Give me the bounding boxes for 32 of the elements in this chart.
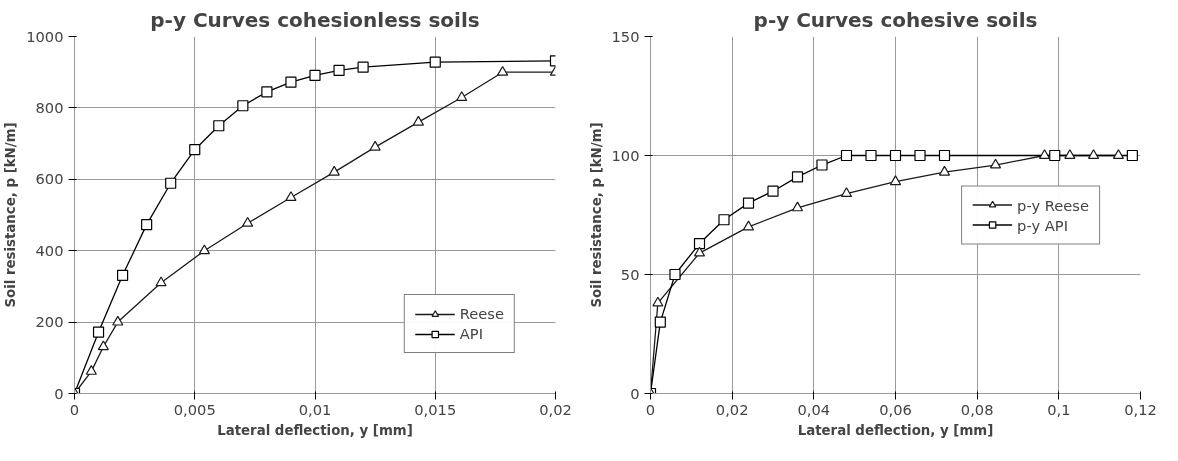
x-tick-label: 0 (645, 400, 656, 418)
y-tick-label: 50 (620, 265, 640, 283)
y-tick-label: 200 (35, 313, 64, 331)
y-tick-label: 800 (35, 98, 64, 116)
x-tick-label: 0,08 (960, 400, 994, 418)
y-tick-label: 600 (35, 170, 64, 188)
y-tick-label: 400 (35, 241, 64, 259)
legend-label: p-y Reese (1017, 196, 1089, 213)
y-axis-title: Soil resistance, p [kN/m] (588, 122, 604, 308)
y-tick-label: 0 (630, 384, 640, 402)
x-tick-label: 0,06 (879, 400, 912, 418)
x-tick-label: 0 (69, 400, 80, 418)
y-axis-title: Soil resistance, p [kN/m] (3, 122, 19, 308)
chart-title: p-y Curves cohesive soils (753, 7, 1038, 32)
y-tick-label: 1000 (26, 27, 64, 45)
x-axis-title: Lateral deflection, y [mm] (217, 422, 413, 438)
y-tick-label: 0 (54, 384, 64, 402)
x-tick-label: 0,12 (1124, 400, 1157, 418)
x-tick-label: 0,02 (539, 400, 572, 418)
x-tick-label: 0,1 (1047, 400, 1071, 418)
legend-label: API (459, 325, 483, 342)
x-tick-label: 0,04 (797, 400, 831, 418)
x-tick-label: 0,005 (173, 400, 216, 418)
x-tick-label: 0,01 (298, 400, 332, 418)
y-tick-label: 100 (611, 146, 640, 164)
x-tick-label: 0,015 (414, 400, 457, 418)
y-tick-label: 150 (611, 27, 640, 45)
x-axis-title: Lateral deflection, y [mm] (797, 422, 994, 438)
x-tick-label: 0,02 (715, 400, 749, 418)
legend-label: Reese (459, 305, 504, 322)
chart-title: p-y Curves cohesionless soils (150, 7, 480, 32)
legend-label: p-y API (1017, 216, 1068, 233)
